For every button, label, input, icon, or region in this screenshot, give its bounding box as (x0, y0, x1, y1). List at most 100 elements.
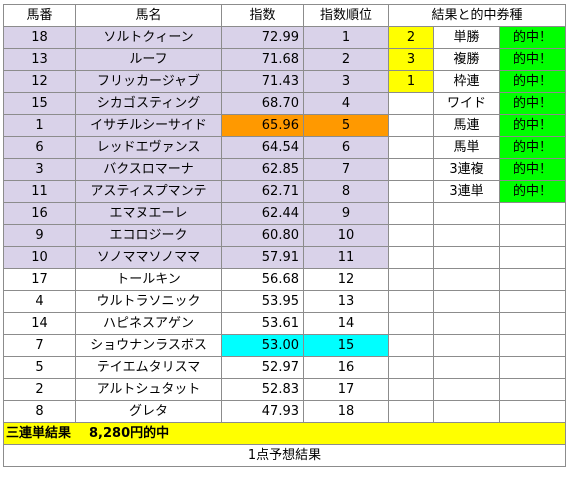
horse-score: 57.91 (221, 246, 304, 269)
hit-mark: 的中！ (499, 136, 566, 159)
hit-empty (499, 334, 566, 357)
horse-number: 16 (3, 202, 76, 225)
hit-empty (499, 202, 566, 225)
horse-name: テイエムタリスマ (75, 356, 222, 379)
horse-rank: 14 (303, 312, 389, 335)
bet-type: 単勝 (433, 26, 500, 49)
horse-rank: 7 (303, 158, 389, 181)
hit-empty (499, 224, 566, 247)
bet-type: 複勝 (433, 48, 500, 71)
horse-rank: 5 (303, 114, 389, 137)
horse-number: 4 (3, 290, 76, 313)
horse-rank: 13 (303, 290, 389, 313)
horse-name: エマヌエーレ (75, 202, 222, 225)
table-row: 15 シカゴスティング 68.70 4 ワイド 的中！ (3, 92, 566, 115)
bet-type-empty (433, 202, 500, 225)
horse-number: 18 (3, 26, 76, 49)
horse-number: 15 (3, 92, 76, 115)
hit-empty (499, 268, 566, 291)
bet-type-empty (433, 334, 500, 357)
horse-rank: 18 (303, 400, 389, 423)
hit-empty (499, 246, 566, 269)
table-row: 16 エマヌエーレ 62.44 9 (3, 202, 566, 225)
horse-name: ソノママソノママ (75, 246, 222, 269)
horse-number: 11 (3, 180, 76, 203)
horse-score: 52.83 (221, 378, 304, 401)
table-row: 7 ショウナンラスボス 53.00 15 (3, 334, 566, 357)
finish-number: 2 (388, 26, 434, 49)
result-empty (388, 224, 434, 247)
horse-score: 62.71 (221, 180, 304, 203)
horse-number: 8 (3, 400, 76, 423)
hit-empty (499, 290, 566, 313)
trifecta-result-banner: 三連単結果 8,280円的中 (3, 422, 566, 445)
table-row: 14 ハピネスアゲン 53.61 14 (3, 312, 566, 335)
horse-name: アルトシュタット (75, 378, 222, 401)
bet-type-empty (433, 356, 500, 379)
result-empty (388, 312, 434, 335)
result-empty (388, 158, 434, 181)
horse-number: 3 (3, 158, 76, 181)
horse-rank: 6 (303, 136, 389, 159)
horse-rank: 11 (303, 246, 389, 269)
footer-caption: 1点予想結果 (3, 444, 566, 467)
horse-rank: 16 (303, 356, 389, 379)
bet-type: 馬単 (433, 136, 500, 159)
bet-type-empty (433, 246, 500, 269)
horse-number: 2 (3, 378, 76, 401)
bet-type-empty (433, 400, 500, 423)
table-row: 10 ソノママソノママ 57.91 11 (3, 246, 566, 269)
finish-number: 3 (388, 48, 434, 71)
hit-empty (499, 356, 566, 379)
horse-score: 53.61 (221, 312, 304, 335)
result-empty (388, 290, 434, 313)
bet-type: 3連複 (433, 158, 500, 181)
horse-score: 65.96 (221, 114, 304, 137)
horse-number: 1 (3, 114, 76, 137)
horse-score: 52.97 (221, 356, 304, 379)
horse-score: 53.00 (221, 334, 304, 357)
result-empty (388, 356, 434, 379)
result-empty (388, 92, 434, 115)
result-empty (388, 114, 434, 137)
hit-mark: 的中！ (499, 48, 566, 71)
header-number: 馬番 (3, 4, 76, 27)
banner-value: 8,280円的中 (89, 426, 170, 441)
table-row: 4 ウルトラソニック 53.95 13 (3, 290, 566, 313)
header-name: 馬名 (75, 4, 222, 27)
result-empty (388, 268, 434, 291)
horse-score: 72.99 (221, 26, 304, 49)
result-empty (388, 136, 434, 159)
horse-name: アスティスプマンテ (75, 180, 222, 203)
bet-type: 3連単 (433, 180, 500, 203)
horse-rank: 15 (303, 334, 389, 357)
horse-rank: 12 (303, 268, 389, 291)
footer-row: 1点予想結果 (3, 444, 566, 467)
bet-type-empty (433, 290, 500, 313)
horse-number: 7 (3, 334, 76, 357)
bet-type-empty (433, 378, 500, 401)
horse-rank: 2 (303, 48, 389, 71)
result-empty (388, 180, 434, 203)
banner-label: 三連単結果 (6, 426, 72, 441)
table-row: 8 グレタ 47.93 18 (3, 400, 566, 423)
horse-score: 60.80 (221, 224, 304, 247)
header-row: 馬番 馬名 指数 指数順位 結果と的中券種 (3, 4, 566, 27)
finish-number: 1 (388, 70, 434, 93)
horse-name: イサチルシーサイド (75, 114, 222, 137)
horse-number: 13 (3, 48, 76, 71)
result-table: 馬番 馬名 指数 指数順位 結果と的中券種 18 ソルトクィーン 72.99 1 2 単勝… (3, 4, 566, 467)
bet-type: ワイド (433, 92, 500, 115)
hit-mark: 的中！ (499, 70, 566, 93)
horse-name: ショウナンラスボス (75, 334, 222, 357)
result-empty (388, 246, 434, 269)
table-row: 3 バクスロマーナ 62.85 7 3連複 的中！ (3, 158, 566, 181)
result-sheet: 馬番 馬名 指数 指数順位 結果と的中券種 18 ソルトクィーン 72.99 1 2 単勝… (3, 4, 566, 467)
horse-number: 5 (3, 356, 76, 379)
table-row: 1 イサチルシーサイド 65.96 5 馬連 的中！ (3, 114, 566, 137)
horse-number: 9 (3, 224, 76, 247)
horse-name: フリッカージャブ (75, 70, 222, 93)
bet-type-empty (433, 224, 500, 247)
header-rank: 指数順位 (303, 4, 389, 27)
horse-score: 68.70 (221, 92, 304, 115)
